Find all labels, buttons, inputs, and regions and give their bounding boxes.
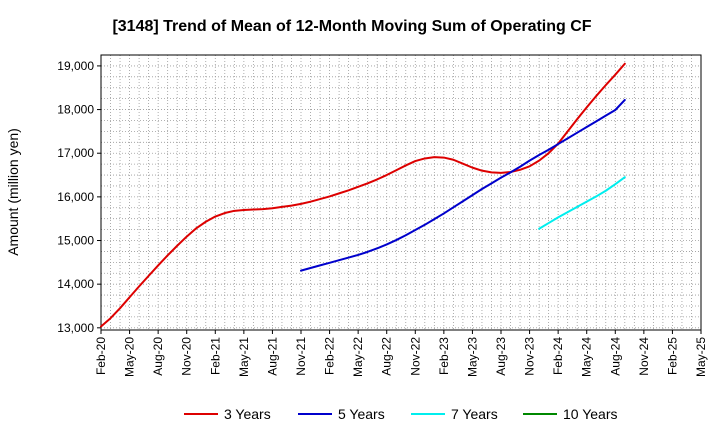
legend-label-10-years: 10 Years: [563, 406, 618, 422]
x-tick-label: Aug-21: [265, 337, 279, 376]
y-tick-label: 14,000: [57, 277, 94, 291]
x-tick-label: Feb-22: [323, 337, 337, 375]
x-tick-label: May-21: [237, 337, 251, 377]
series-line-3-years: [100, 62, 626, 328]
x-tick-label: Aug-22: [380, 337, 394, 376]
plot-area: [100, 54, 702, 331]
x-tick-label: May-22: [351, 337, 365, 377]
series-layer: [100, 62, 626, 328]
legend-label-5-years: 5 Years: [338, 406, 385, 422]
x-tick-label: Nov-20: [180, 337, 194, 376]
x-tick-label: Aug-20: [151, 337, 165, 376]
x-tick-label: May-24: [580, 337, 594, 377]
x-tick-label: Feb-20: [94, 337, 108, 375]
x-axis: Feb-20 May-20 Aug-20 Nov-20 Feb-21 May-21 Aug-…: [94, 330, 708, 377]
x-tick-label: Feb-21: [208, 337, 222, 375]
x-tick-label: Aug-24: [608, 337, 622, 376]
x-tick-label: May-23: [465, 337, 479, 377]
legend: 3 Years 5 Years 7 Years 10 Years: [184, 406, 618, 422]
x-tick-label: May-20: [123, 337, 137, 377]
x-tick-label: Nov-22: [408, 337, 422, 376]
y-tick-label: 18,000: [57, 103, 94, 117]
x-tick-label: Aug-23: [494, 337, 508, 376]
y-axis-label: Amount (million yen): [5, 128, 21, 256]
y-tick-label: 15,000: [57, 234, 94, 248]
y-tick-label: 19,000: [57, 59, 94, 73]
x-tick-label: Feb-24: [551, 337, 565, 375]
grid: [101, 54, 701, 330]
y-tick-label: 16,000: [57, 190, 94, 204]
x-tick-label: May-25: [694, 337, 708, 377]
x-tick-label: Nov-21: [294, 337, 308, 376]
y-axis: 13,000 14,000 15,000 16,000 17,000 18,000 19,0…: [57, 59, 101, 335]
x-tick-label: Feb-25: [665, 337, 679, 375]
legend-label-3-years: 3 Years: [224, 406, 271, 422]
legend-label-7-years: 7 Years: [451, 406, 498, 422]
chart-title: [3148] Trend of Mean of 12-Month Moving …: [112, 18, 591, 35]
x-tick-label: Feb-23: [437, 337, 451, 375]
series-line-5-years: [300, 98, 626, 272]
y-tick-label: 17,000: [57, 146, 94, 160]
y-tick-label: 13,000: [57, 321, 94, 335]
x-tick-label: Nov-24: [637, 337, 651, 376]
series-line-7-years: [538, 176, 626, 230]
x-tick-label: Nov-23: [523, 337, 537, 376]
